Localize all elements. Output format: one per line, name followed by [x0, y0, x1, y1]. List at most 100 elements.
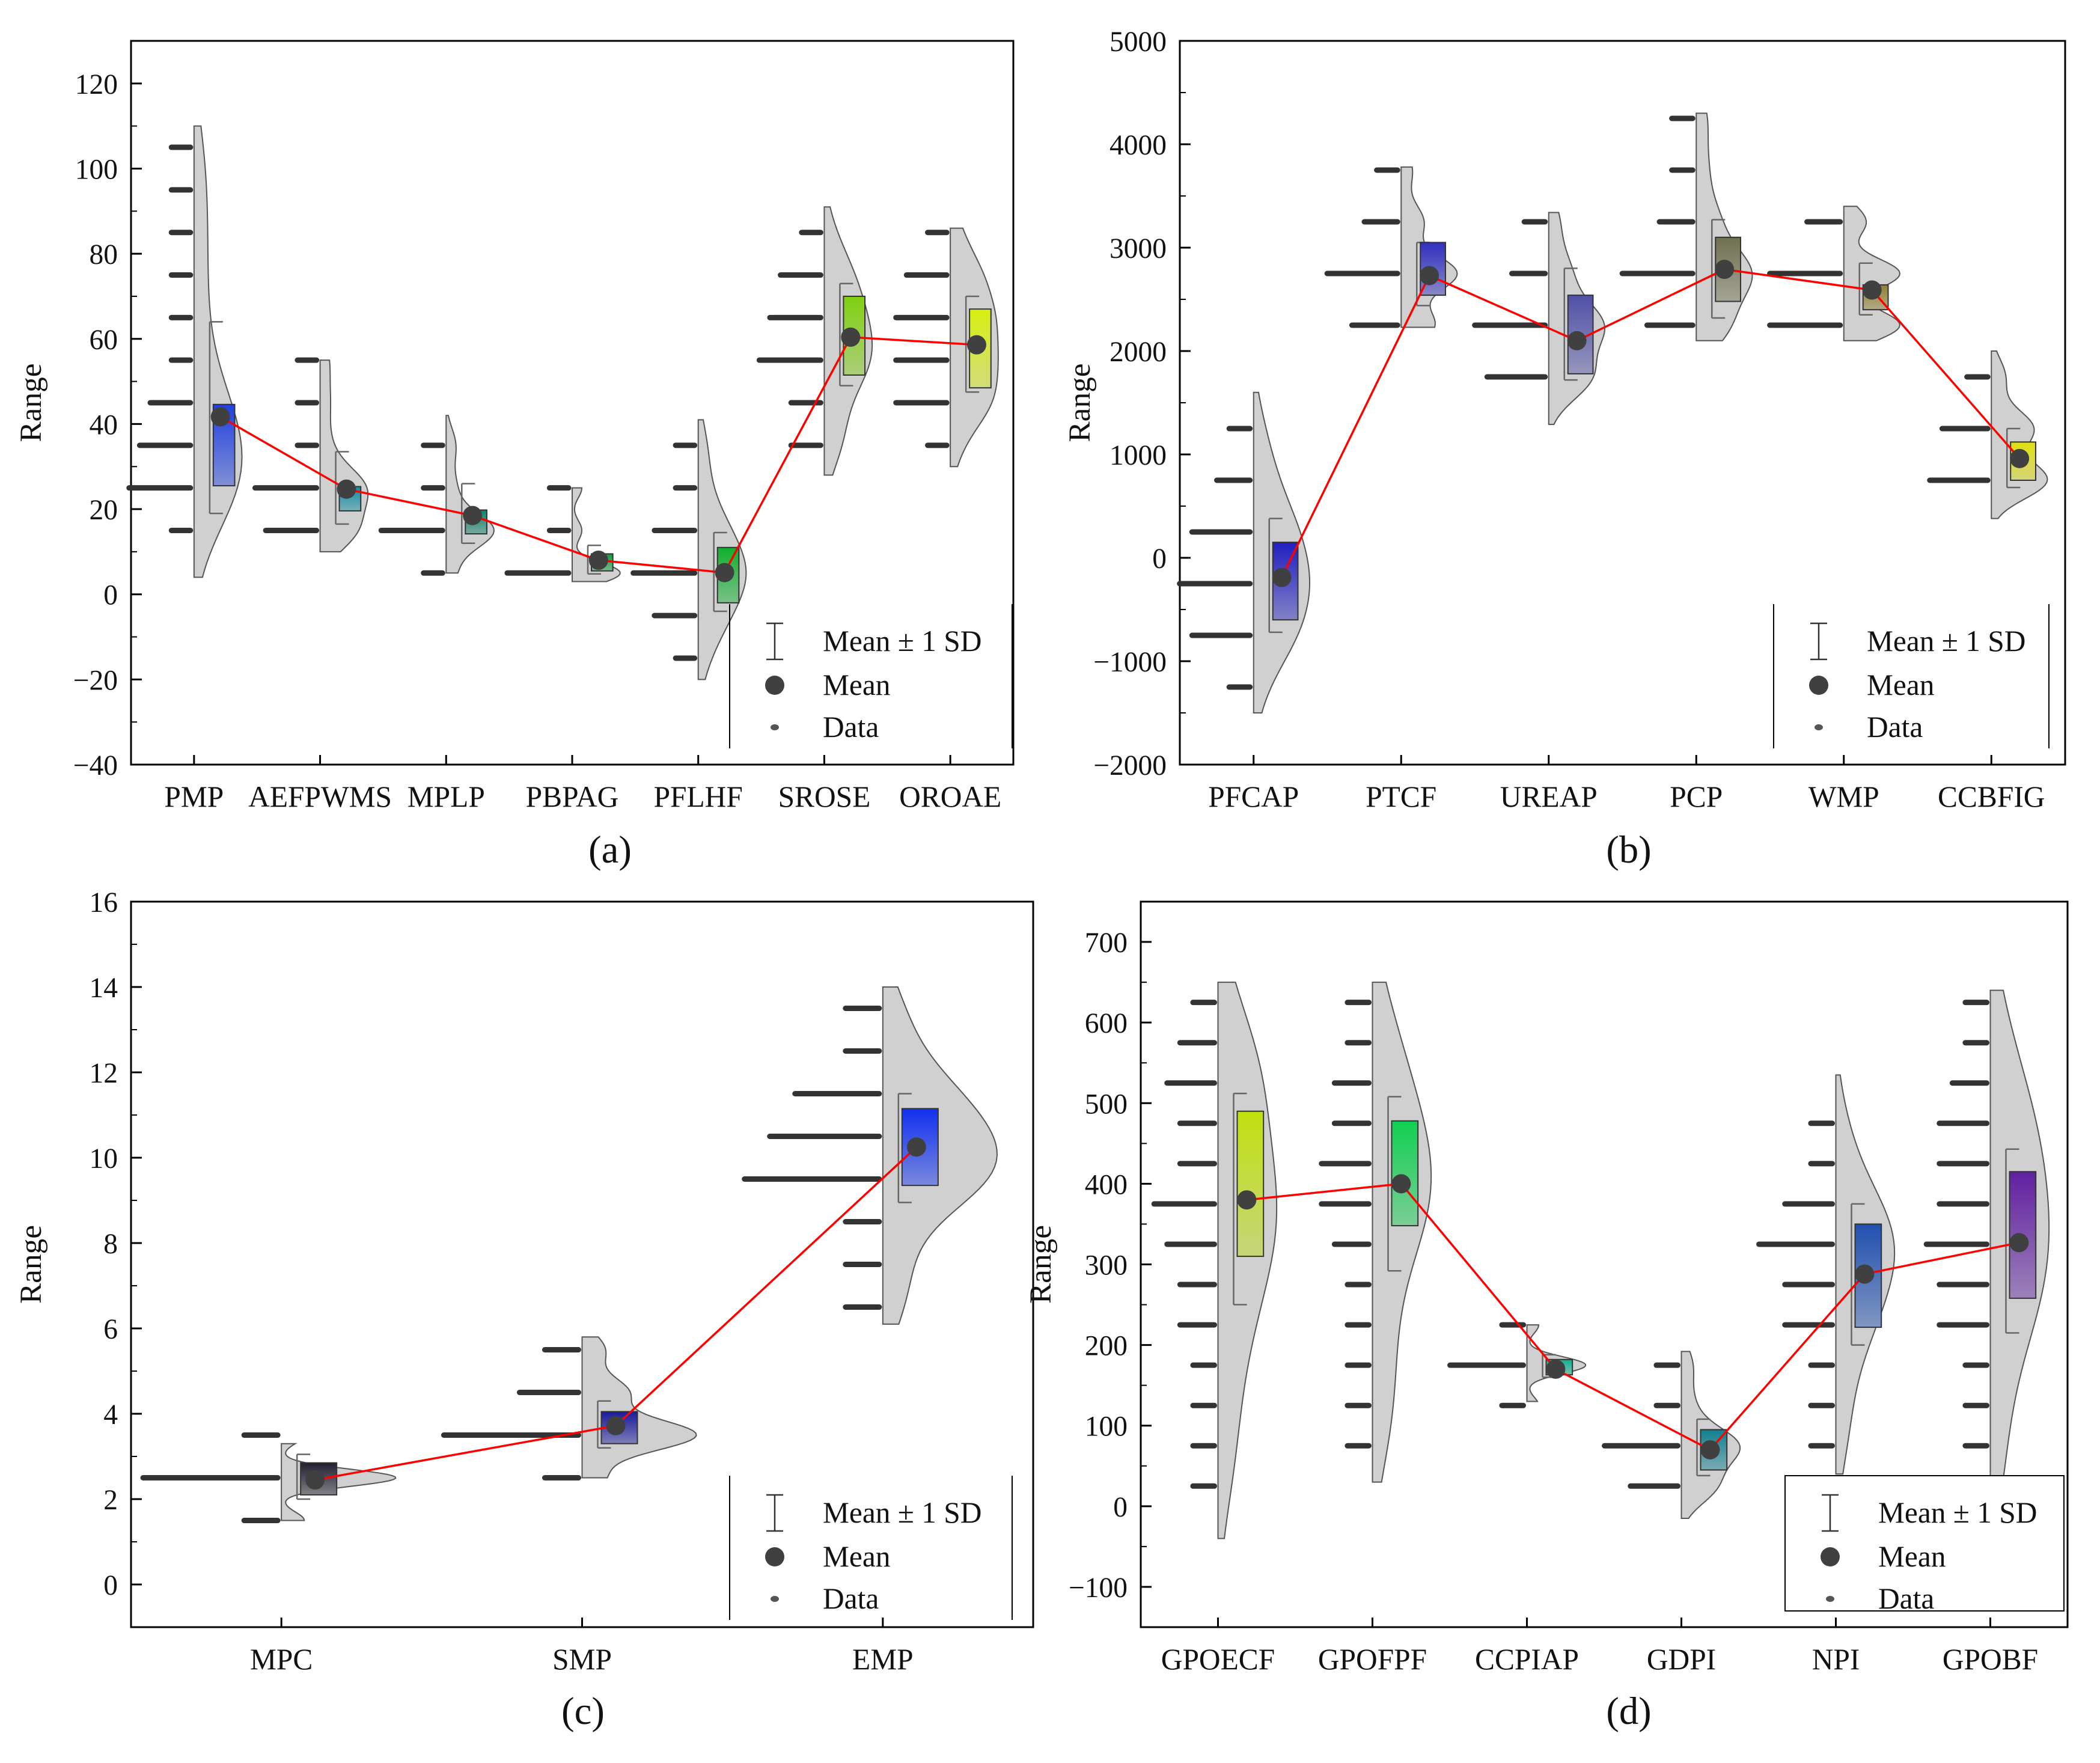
- series-aefpwms: [252, 357, 369, 552]
- violin-emp: [882, 986, 998, 1325]
- x-tick-label-gpoecf: GPOECF: [1161, 1643, 1275, 1676]
- panel-d: −100 0 100 200 300 400 500 600 700 Range GPOECF GPO…: [1024, 900, 2069, 1732]
- legend-data-icon: [771, 724, 779, 730]
- series-emp: [742, 986, 998, 1325]
- series-mpc: [140, 1432, 397, 1523]
- y-axis-label: Range: [14, 1225, 48, 1304]
- mean-marker-pbpag: [588, 551, 608, 570]
- legend-mean-icon: [1809, 676, 1828, 695]
- violin-wmp: [1843, 206, 1901, 341]
- series-mplp: [378, 415, 495, 576]
- series-pmp: [126, 125, 243, 578]
- y-tick-label: 10: [90, 1143, 118, 1175]
- series-pbpag: [504, 485, 621, 582]
- panel-label: (a): [588, 828, 632, 871]
- panel-label: (c): [561, 1689, 605, 1732]
- mean-line: [1281, 268, 2021, 578]
- legend-data-label: Data: [1867, 710, 1923, 744]
- y-tick-label: 0: [103, 1570, 118, 1601]
- legend: Mean ± 1 SD Mean Data: [1784, 1475, 2065, 1615]
- legend-data-icon: [1815, 724, 1823, 730]
- series-wmp: [1767, 206, 1901, 341]
- legend-data-label: Data: [823, 710, 879, 744]
- legend-mean-icon: [1821, 1547, 1840, 1566]
- x-tick-label-gdpi: GDPI: [1647, 1643, 1716, 1676]
- y-tick-label: 400: [1085, 1169, 1128, 1200]
- mean-marker-pflhf: [715, 563, 734, 582]
- violin-gpoecf: [1217, 982, 1278, 1539]
- y-tick-label: −2000: [1093, 750, 1167, 781]
- series-ptcf: [1324, 166, 1458, 328]
- legend-data-icon: [1826, 1596, 1834, 1602]
- x-tick-label-pbpag: PBPAG: [526, 780, 619, 813]
- mean-marker-gpobf: [2009, 1233, 2029, 1253]
- violin-mpc: [281, 1443, 397, 1521]
- mean-marker-pmp: [210, 407, 230, 427]
- y-tick-label: 6: [103, 1314, 118, 1345]
- x-tick-label-ccpiap: CCPIAP: [1475, 1643, 1579, 1676]
- y-tick-label: 16: [90, 887, 118, 918]
- y-tick-label: 1000: [1110, 440, 1167, 471]
- legend: Mean ± 1 SD Mean Data: [729, 604, 1013, 748]
- legend-border: [1784, 1475, 2065, 1612]
- series-gdpi: [1602, 1351, 1741, 1519]
- y-axis-label: Range: [1063, 363, 1097, 442]
- x-tick-label-pflhf: PFLHF: [654, 780, 743, 813]
- panel-a: −40 −20 0 20 40 60 80 100 120 Range PMP AEFPWMS MPLP…: [14, 40, 1015, 871]
- y-tick-label: 500: [1085, 1089, 1128, 1120]
- y-tick-label: 0: [1152, 543, 1167, 575]
- x-tick-label-mpc: MPC: [250, 1643, 313, 1676]
- violin-gpofpf: [1372, 982, 1432, 1483]
- y-tick-label: 0: [1113, 1492, 1128, 1523]
- mean-marker-smp: [606, 1416, 626, 1435]
- mean-marker-ccbfig: [2010, 448, 2030, 468]
- y-axis-label: Range: [14, 363, 48, 442]
- box-gpoecf: [1236, 1110, 1265, 1257]
- y-tick-label: 700: [1085, 927, 1128, 959]
- x-tick-label-pfcap: PFCAP: [1208, 780, 1299, 813]
- mean-marker-emp: [906, 1137, 926, 1157]
- mean-marker-ptcf: [1420, 266, 1439, 286]
- y-tick-label: −100: [1069, 1572, 1128, 1604]
- y-tick-label: 4000: [1110, 130, 1167, 161]
- series-pcp: [1619, 112, 1753, 341]
- violin-aefpwms: [319, 359, 369, 552]
- x-tick-label-oroae: OROAE: [899, 780, 1001, 813]
- mean-marker-gpofpf: [1391, 1174, 1411, 1194]
- y-tick-label: 0: [103, 580, 118, 611]
- box-gpofpf: [1391, 1120, 1419, 1227]
- y-tick-label: 14: [90, 973, 118, 1004]
- x-tick-label-emp: EMP: [852, 1643, 914, 1676]
- y-tick-label: 3000: [1110, 233, 1167, 264]
- x-tick-label-ptcf: PTCF: [1366, 780, 1436, 813]
- y-tick-label: 2000: [1110, 337, 1167, 368]
- legend-sd-label: Mean ± 1 SD: [1867, 625, 2025, 658]
- legend-sd-label: Mean ± 1 SD: [823, 625, 981, 658]
- legend-mean-label: Mean: [1878, 1540, 1946, 1573]
- x-tick-label-ureap: UREAP: [1500, 780, 1598, 813]
- violin-mplp: [445, 415, 495, 574]
- x-tick-label-mplp: MPLP: [407, 780, 485, 813]
- legend-mean-label: Mean: [1867, 668, 1934, 701]
- x-tick-label-npi: NPI: [1812, 1643, 1860, 1676]
- y-tick-label: −40: [73, 750, 118, 781]
- mean-marker-ccpiap: [1546, 1359, 1566, 1379]
- x-tick-label-pmp: PMP: [164, 780, 224, 813]
- y-tick-label: 40: [90, 409, 118, 441]
- y-tick-label: 600: [1085, 1008, 1128, 1039]
- mean-marker-mpc: [305, 1470, 325, 1490]
- y-tick-label: 8: [103, 1229, 118, 1260]
- mean-marker-oroae: [966, 335, 986, 355]
- x-tick-label-gpobf: GPOBF: [1943, 1643, 2038, 1676]
- x-tick-label-srose: SROSE: [778, 780, 871, 813]
- y-tick-label: 2: [103, 1485, 118, 1516]
- y-tick-label: −1000: [1093, 647, 1167, 678]
- mean-marker-gdpi: [1700, 1440, 1720, 1459]
- y-tick-label: 5000: [1110, 26, 1167, 58]
- mean-marker-pcp: [1715, 260, 1735, 280]
- mean-marker-npi: [1855, 1264, 1875, 1284]
- panel-c: 0 2 4 6 8 10 12 14 16 Range MPC SMP EMP (c) Mean ± 1 S…: [14, 887, 1034, 1732]
- legend-mean-label: Mean: [823, 668, 890, 701]
- mean-marker-ureap: [1567, 331, 1587, 350]
